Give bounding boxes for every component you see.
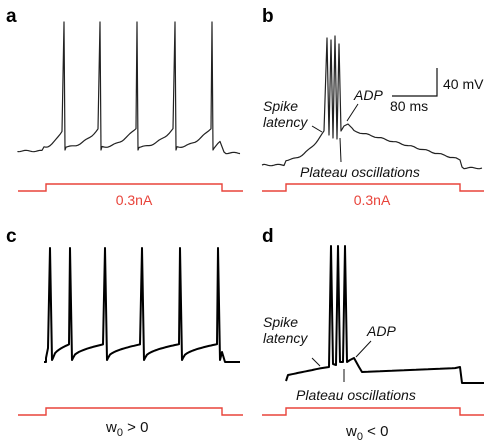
panel-a-letter: a bbox=[6, 6, 17, 27]
panel-b-stimulus-label: 0.3nA bbox=[354, 192, 391, 208]
panel-b-spike-latency-label: Spike latency bbox=[263, 98, 308, 130]
panel-a-stimulus-step bbox=[18, 183, 243, 192]
panel-d-adp-arrow bbox=[355, 340, 372, 358]
panel-b-stimulus-step bbox=[262, 183, 484, 192]
panel-b-adp-arrow bbox=[346, 103, 359, 122]
panel-a-stimulus-label: 0.3nA bbox=[116, 192, 153, 208]
panel-b-plateau-label: Plateau oscillations bbox=[300, 164, 420, 180]
panel-d: d w0 < 0 Spike latency ADP Plateau oscil… bbox=[262, 226, 484, 442]
panel-c-stimulus-step bbox=[18, 407, 243, 416]
panel-d-stimulus-step bbox=[262, 407, 484, 416]
panel-a-voltage-trace bbox=[17, 21, 241, 155]
panel-b-plateau-arrow bbox=[339, 137, 342, 163]
panel-c-letter: c bbox=[6, 226, 17, 247]
panel-b-scale-bar bbox=[392, 68, 438, 97]
panel-c: c w0 > 0 bbox=[6, 226, 243, 439]
panel-b-scale-time: 80 ms bbox=[390, 98, 428, 114]
panel-b-adp-label: ADP bbox=[353, 87, 383, 103]
panel-d-voltage-trace bbox=[285, 245, 484, 384]
panel-d-letter: d bbox=[262, 226, 274, 247]
panel-d-condition-label: w0 < 0 bbox=[345, 423, 388, 442]
panel-b-letter: b bbox=[262, 6, 274, 27]
panel-d-spike-latency-arrow bbox=[311, 357, 321, 367]
panel-d-adp-label: ADP bbox=[366, 323, 396, 339]
panel-b-spike-latency-arrow bbox=[311, 125, 323, 133]
panel-b-voltage-trace bbox=[261, 35, 483, 170]
panel-d-spike-latency-label: Spike latency bbox=[263, 314, 308, 346]
panel-c-condition-label: w0 > 0 bbox=[105, 419, 148, 439]
panel-b: b 0.3nA 40 mV 80 ms Spike latency ADP Pl… bbox=[261, 6, 484, 208]
panel-a: a 0.3nA bbox=[6, 6, 243, 208]
panel-b-scale-voltage: 40 mV bbox=[443, 76, 484, 92]
panel-c-voltage-trace bbox=[44, 247, 240, 363]
panel-d-plateau-label: Plateau oscillations bbox=[296, 387, 416, 403]
